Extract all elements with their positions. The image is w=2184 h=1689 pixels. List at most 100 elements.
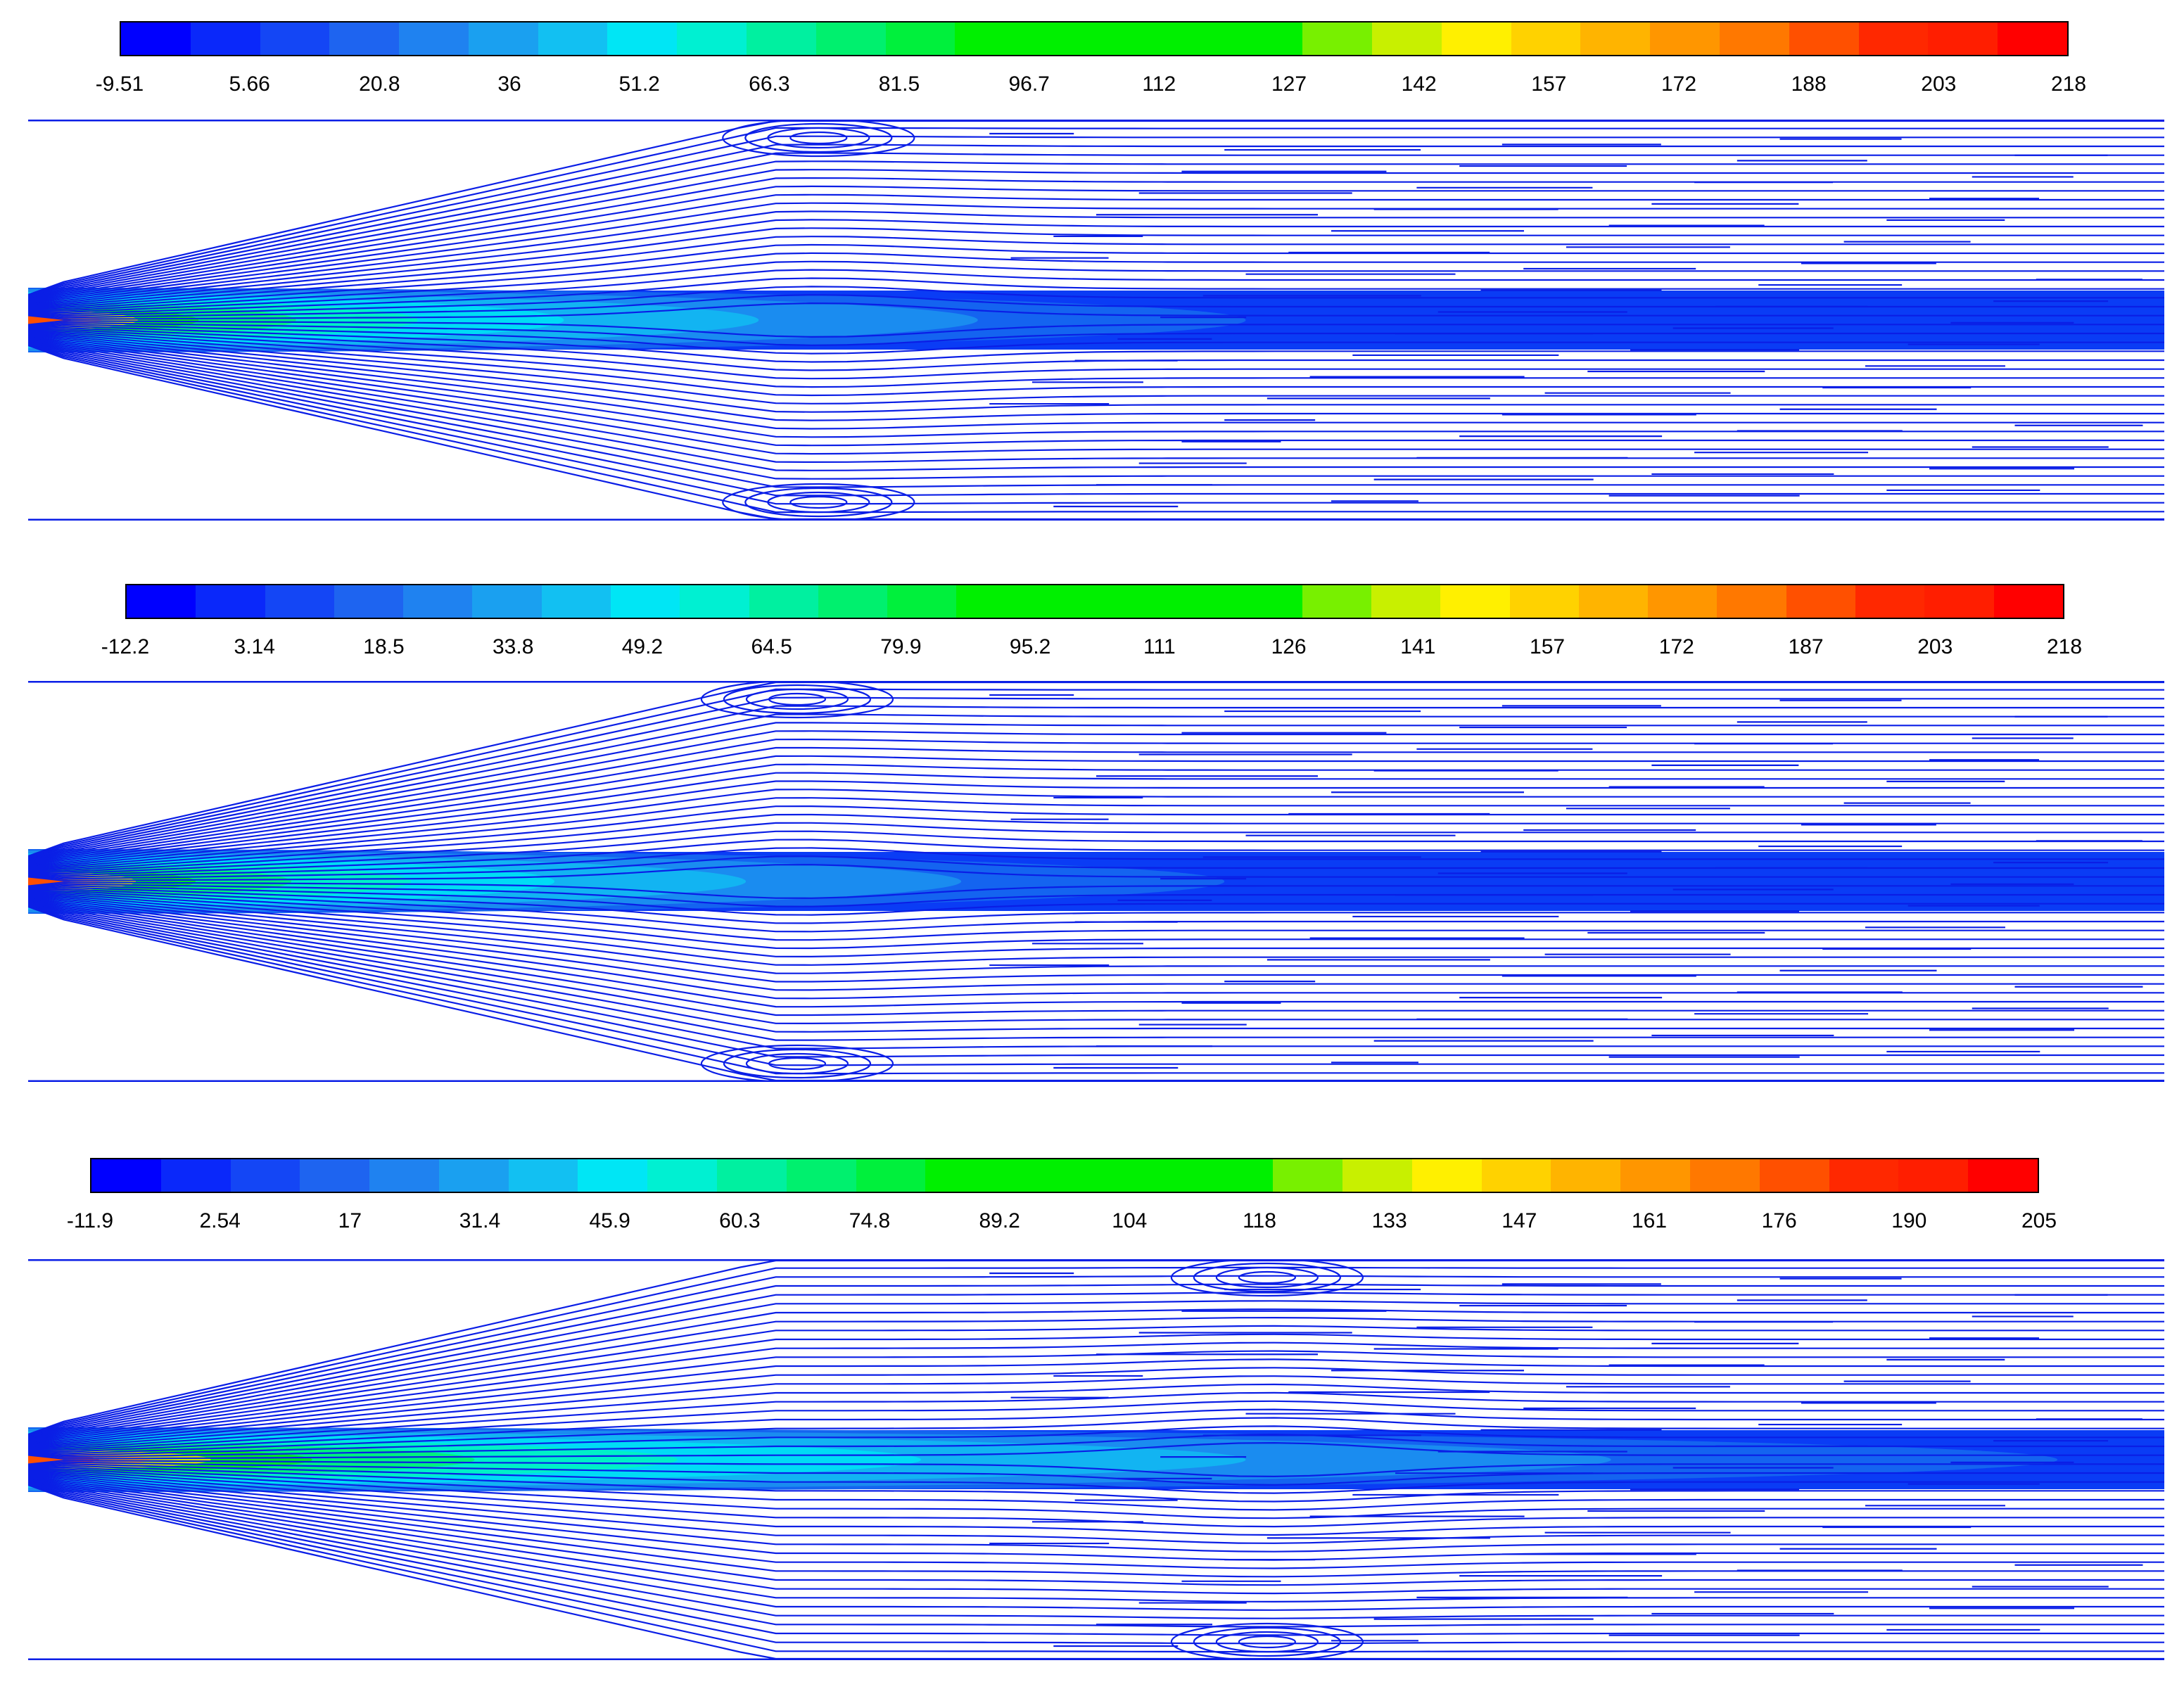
streamline [28, 1275, 2164, 1437]
streamline [28, 755, 2164, 866]
colorbar-tick-label: 141 [1400, 635, 1436, 658]
colorbar-segment [1302, 585, 1372, 618]
colorbar-segment [578, 1159, 648, 1192]
colorbar-tick-label: 161 [1631, 1209, 1668, 1232]
streamline [28, 813, 2164, 872]
colorbar-segment [1440, 585, 1510, 618]
streamline [28, 1292, 2164, 1439]
streamline [28, 1482, 2164, 1645]
eddy-loop [1193, 1262, 1341, 1293]
colorbar-segment [1025, 585, 1095, 618]
streamlines [28, 120, 2164, 521]
colorbar-segment [1273, 1159, 1343, 1192]
streamline [28, 1478, 2164, 1611]
colorbar-tick-label: 203 [1921, 72, 1957, 96]
streamline [28, 705, 2164, 860]
colorbar-segment [680, 585, 749, 618]
streamline [28, 331, 2164, 404]
streamline [28, 1358, 2164, 1447]
eddy-loop [745, 688, 849, 710]
streamline [28, 243, 2164, 310]
streamline [28, 1441, 2164, 1460]
streamline [28, 1462, 2164, 1494]
streamline [28, 898, 2164, 1016]
streamline [28, 830, 2164, 875]
colorbar-tick-label: 157 [1531, 72, 1567, 96]
streamline [28, 1341, 2164, 1445]
eddy-loop [1215, 1631, 1319, 1653]
colorbar-segment [1789, 23, 1859, 55]
streamline [28, 286, 2164, 317]
eddy-loop [789, 131, 848, 145]
colorbar-segment [399, 23, 469, 55]
eddy-loop [1170, 1259, 1364, 1297]
colorbar-tick-label: 36 [497, 72, 521, 96]
streamline [28, 1465, 2164, 1503]
streamline [28, 1383, 2164, 1450]
colorbar-segment [786, 1159, 856, 1192]
streamline [28, 185, 2164, 303]
streamline [28, 1466, 2164, 1511]
streamline [28, 897, 2164, 1008]
streamline [28, 780, 2164, 869]
streamline [28, 127, 2164, 297]
streamline [28, 333, 2164, 421]
streamline [28, 236, 2164, 309]
colorbar-segment [1411, 1159, 1482, 1192]
colorbar-segment [1551, 1159, 1621, 1192]
colorbar-segment [1233, 23, 1303, 55]
eddy-loop [1193, 1626, 1341, 1657]
colorbar-tick-label: 17 [338, 1209, 362, 1232]
colorbar-segment [1717, 585, 1786, 618]
colorbar-segment [1094, 585, 1164, 618]
streamline [28, 896, 2164, 991]
colorbar-segment [403, 585, 473, 618]
streamline-plot [28, 120, 2164, 521]
recirculation-eddies [700, 681, 894, 1082]
colorbar [90, 1158, 2039, 1193]
streamline [28, 797, 2164, 870]
colorbar-tick-label: 218 [2046, 635, 2083, 658]
colorbar-tick-label: 3.14 [234, 635, 275, 658]
streamline [28, 1391, 2164, 1451]
streamline [28, 1481, 2164, 1636]
eddy-loop [723, 1048, 872, 1079]
streamline [28, 332, 2164, 413]
streamline [28, 325, 2164, 363]
streamline-plot [28, 681, 2164, 1082]
streamline-svg [28, 681, 2164, 1082]
streamline [28, 169, 2164, 302]
colorbar-tick-label: 104 [1112, 1209, 1148, 1232]
colorbar-segment [160, 1159, 231, 1192]
colorbar-tick-label: -12.2 [101, 635, 150, 658]
colorbar-segment [334, 585, 404, 618]
streamline [28, 1480, 2164, 1628]
streamline [28, 904, 2164, 1066]
streamline [28, 1417, 2164, 1455]
colorbar-segment [1786, 585, 1856, 618]
streamline [28, 864, 2164, 881]
streamline [28, 847, 2164, 879]
streamline [28, 1477, 2164, 1595]
streamline [28, 202, 2164, 305]
streamline-svg [28, 120, 2164, 521]
colorbar-segment [121, 23, 191, 55]
streamline [28, 321, 2164, 346]
colorbar-segment [1993, 585, 2063, 618]
streamline [28, 883, 2164, 907]
colorbar-segment [1371, 585, 1441, 618]
streamline [28, 160, 2164, 300]
colorbar-segment [468, 23, 538, 55]
streamline [28, 302, 2164, 320]
colorbar-segment [369, 1159, 439, 1192]
streamline [28, 152, 2164, 300]
streamline [28, 144, 2164, 299]
colorbar-tick-label: 111 [1143, 635, 1176, 658]
streamline [28, 1474, 2164, 1569]
streamline [28, 1375, 2164, 1448]
colorbar-segment [607, 23, 678, 55]
streamline [28, 277, 2164, 315]
colorbar-segment [1620, 1159, 1690, 1192]
colorbar-tick-label: 81.5 [878, 72, 920, 96]
colorbar-segment [887, 585, 957, 618]
